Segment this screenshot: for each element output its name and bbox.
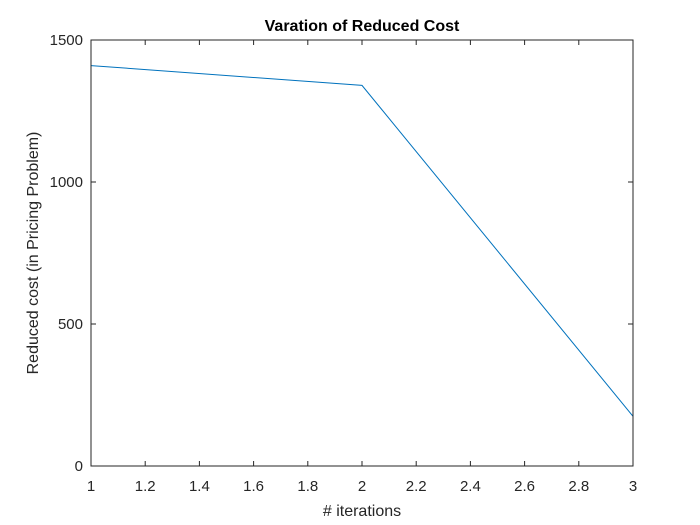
x-tick-label: 2.2 (406, 478, 427, 495)
x-tick-label: 1.4 (189, 478, 210, 495)
y-tick-labels: 0 500 1000 1500 (50, 32, 83, 475)
axes-box (90, 39, 634, 467)
x-tick-labels: 1 1.2 1.4 1.6 1.8 2 2.2 2.4 2.6 2.8 3 (87, 478, 637, 495)
x-tick-label: 1.2 (135, 478, 156, 495)
y-axis-title: Reduced cost (in Pricing Problem) (25, 132, 42, 375)
x-tick-label: 2 (358, 478, 366, 495)
x-tick-label: 2.6 (514, 478, 535, 495)
y-tick-label: 500 (58, 316, 83, 333)
chart-title: Varation of Reduced Cost (265, 18, 460, 35)
y-tick-label: 1000 (50, 174, 83, 191)
series-line-0 (90, 65, 634, 417)
x-tick-label: 1.8 (297, 478, 318, 495)
x-tick-label: 2.4 (460, 478, 481, 495)
y-tick-label: 0 (75, 458, 83, 475)
x-tick-label: 2.8 (568, 478, 589, 495)
series-layer (90, 65, 634, 417)
y-tick-label: 1500 (50, 32, 83, 49)
plot-background (91, 40, 633, 466)
x-tick-label: 3 (629, 478, 637, 495)
x-axis-title: # iterations (323, 503, 401, 520)
x-tick-label: 1.6 (243, 478, 264, 495)
x-tick-label: 1 (87, 478, 95, 495)
